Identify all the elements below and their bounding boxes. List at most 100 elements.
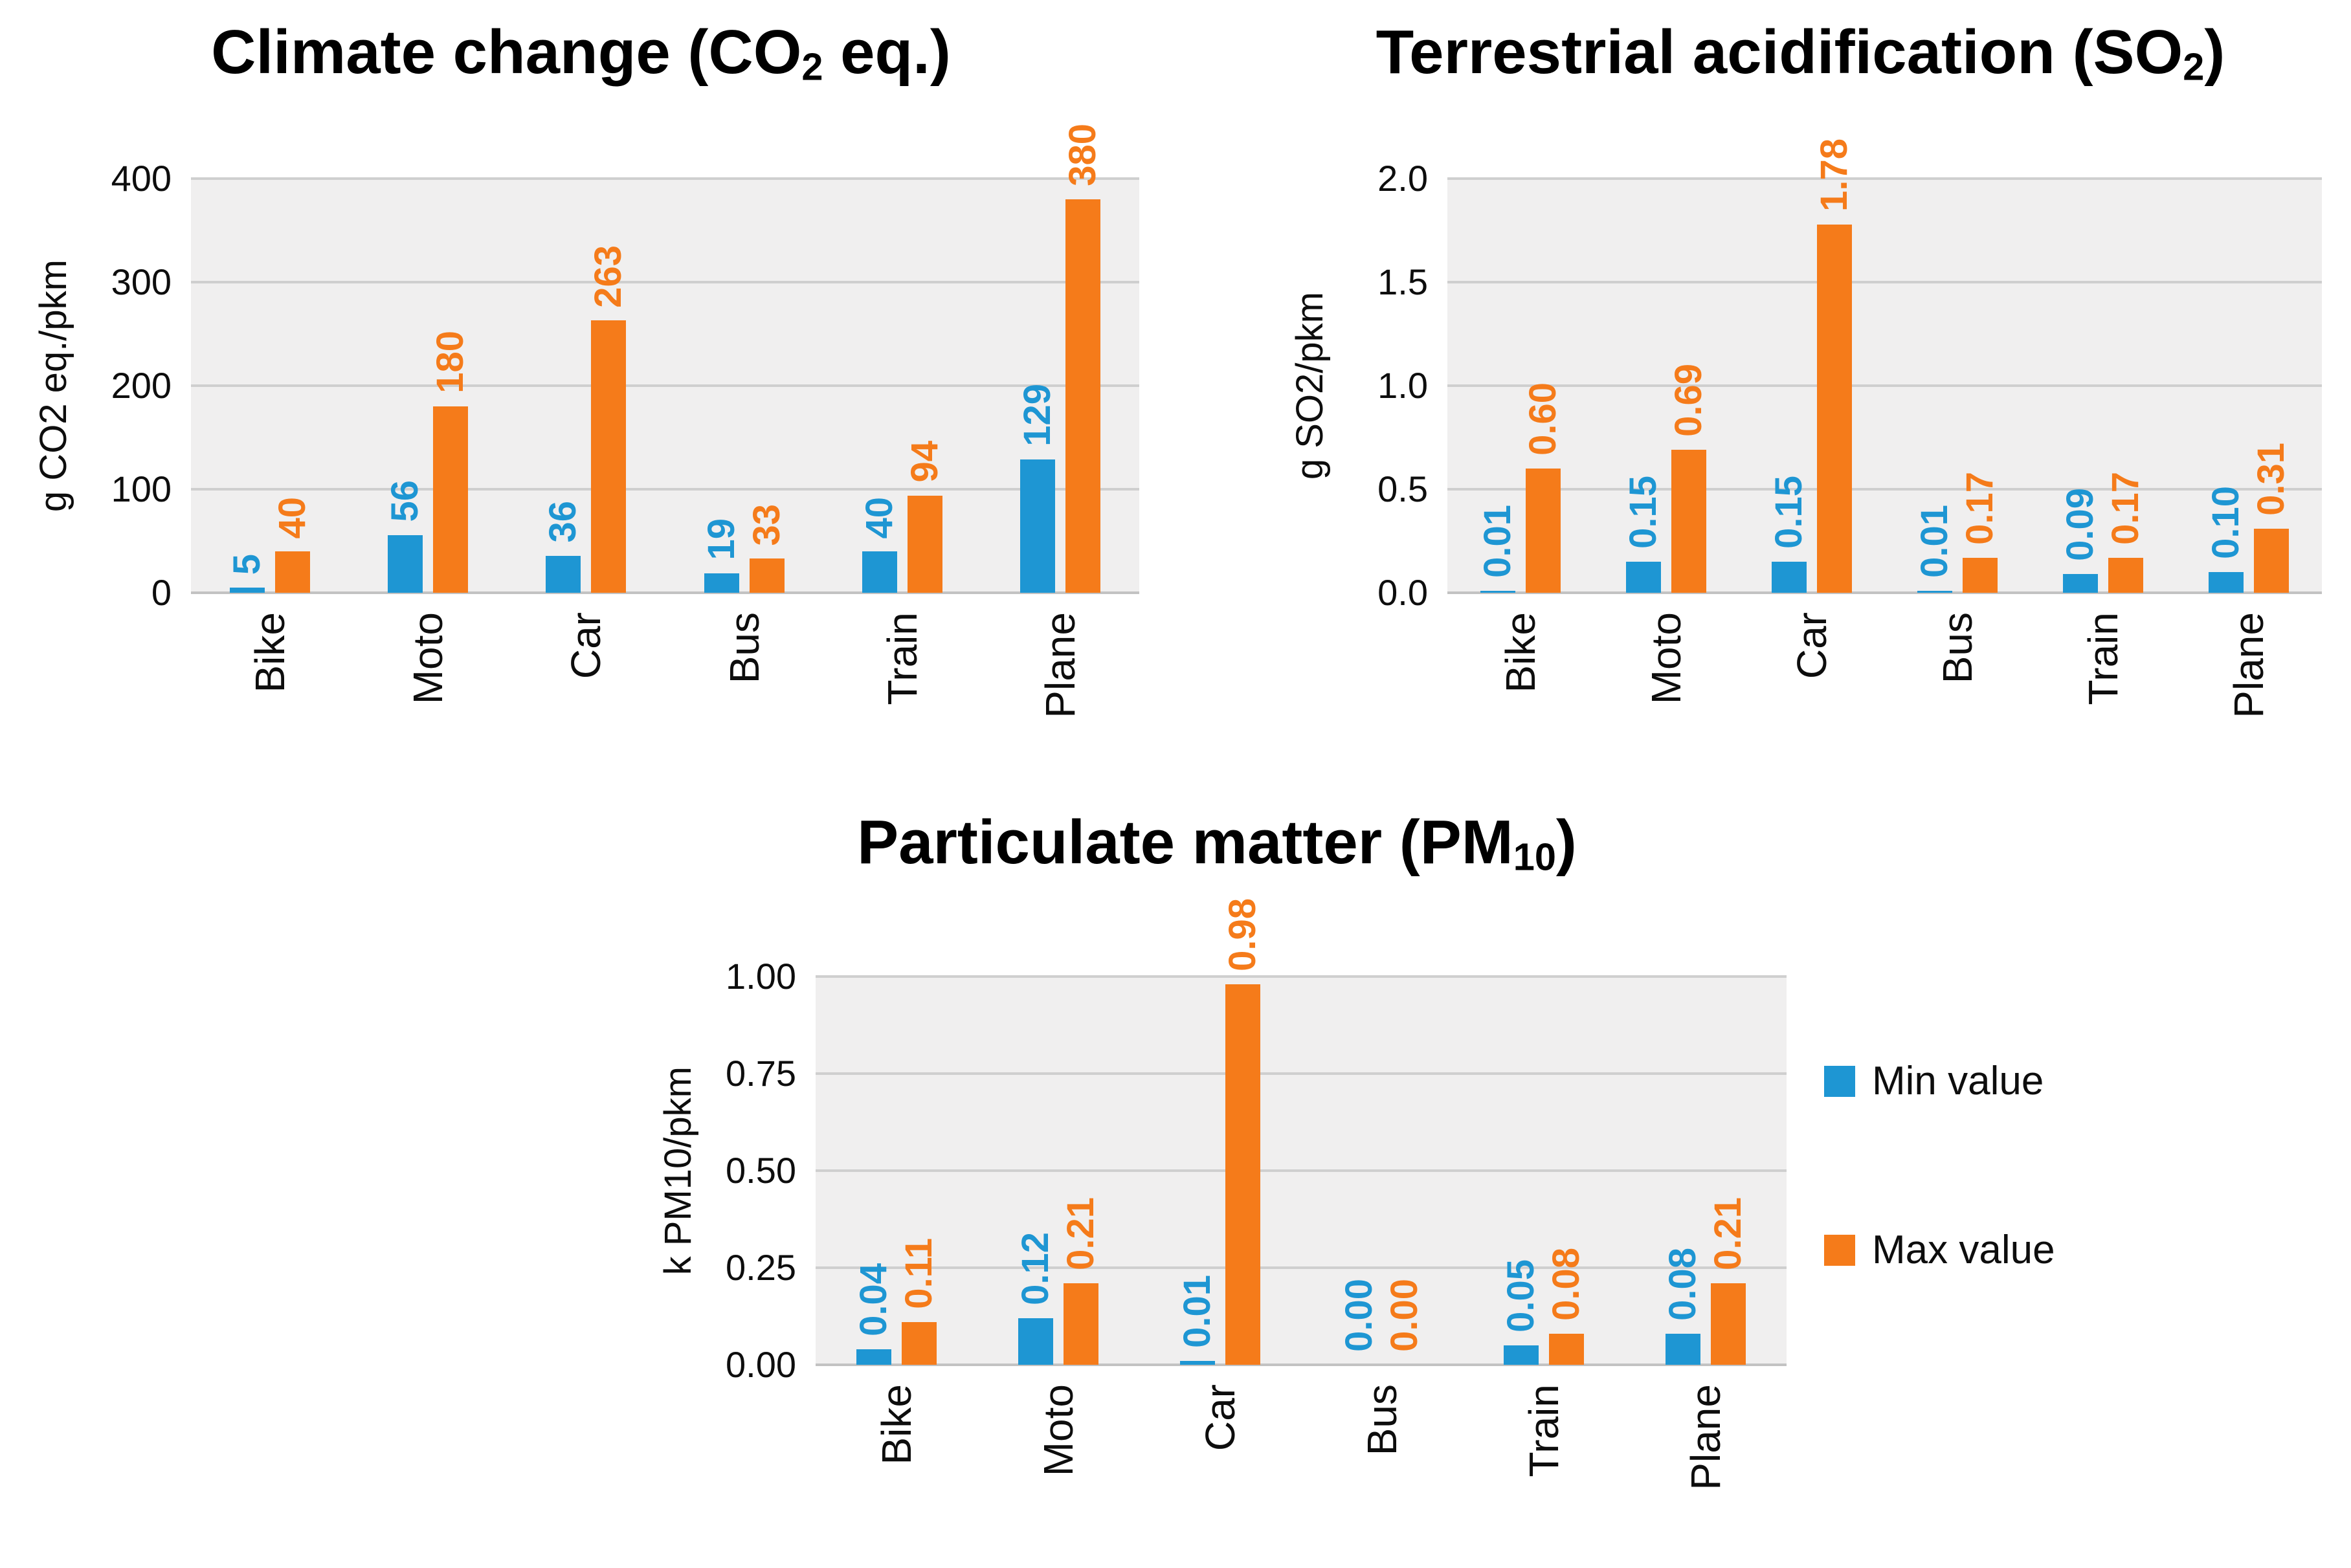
legend-item-max: Max value (1824, 1227, 2351, 1273)
bar-slot: 0.60 (1521, 179, 1564, 593)
y-tick-label: 1.00 (726, 956, 796, 997)
bar-min-moto (388, 535, 423, 593)
climate-chart-cell: Climate change (CO2 eq.) g CO2 eq./pkm 0… (0, 18, 1139, 799)
bar-slot: 0.00 (1383, 977, 1425, 1365)
bar-max-bike (902, 1322, 937, 1365)
bar-min-plane (1020, 459, 1055, 593)
bar-label-max-train: 0.17 (2104, 471, 2147, 545)
bar-min-bus (704, 573, 739, 593)
bar-min-train (2063, 574, 2099, 593)
bar-slot: 0.98 (1221, 898, 1264, 1365)
y-axis-title: g CO2 eq./pkm (32, 259, 74, 513)
bar-label-min-bus: 0.00 (1338, 1279, 1380, 1353)
bottom-row: Particulate matter (PM10) k PM10/pkm 0.0… (0, 799, 2351, 1549)
bar-slot: 129 (1016, 179, 1058, 593)
bar-slot: 0.21 (1060, 977, 1102, 1365)
y-tick-label: 0.50 (726, 1150, 796, 1191)
x-axis-labels-row: Bike Moto Car Bus Train Plane (1279, 593, 2322, 777)
bar-min-train (1504, 1345, 1539, 1365)
x-category-label-moto: Moto (405, 612, 452, 705)
category-group-bike: 0.01 0.60 (1447, 179, 1593, 593)
bar-label-max-bus: 0.17 (1959, 471, 2001, 545)
x-category-label-car: Car (563, 612, 610, 679)
x-category-cell: Car (1739, 593, 1884, 777)
bar-min-car (1771, 562, 1807, 593)
bar-min-moto (1018, 1318, 1053, 1365)
legend-cell: Min value Max value (1787, 799, 2351, 1549)
chart-particulate-matter: Particulate matter (PM10) k PM10/pkm 0.0… (647, 808, 1787, 1549)
bar-max-bike (1525, 469, 1561, 593)
bar-groups: 5 40 56 180 36 263 19 33 40 94 129 380 (191, 124, 1139, 593)
bar-label-max-bike: 0.60 (1521, 382, 1564, 456)
x-category-label-bus: Bus (1359, 1384, 1405, 1456)
chart-legend: Min value Max value (1824, 1058, 2351, 1273)
bar-slot: 263 (587, 179, 629, 593)
bar-label-min-car: 36 (542, 501, 585, 543)
bar-slot: 5 (226, 179, 268, 593)
x-category-cell: Plane (981, 593, 1139, 777)
bar-label-max-train: 94 (903, 441, 946, 483)
bar-groups: 0.04 0.11 0.12 0.21 0.01 0.98 0.00 0.00 0.05 0.08… (816, 898, 1787, 1365)
category-group-plane: 0.08 0.21 (1625, 977, 1787, 1365)
bar-label-min-car: 0.15 (1767, 476, 1810, 549)
bar-slot: 0.31 (2250, 179, 2292, 593)
bar-label-min-moto: 56 (384, 480, 427, 522)
y-tick-label: 100 (111, 469, 172, 510)
bar-min-plane (1666, 1334, 1700, 1365)
bar-slot: 40 (858, 179, 900, 593)
x-category-cell: Train (823, 593, 981, 777)
category-group-bus: 0.01 0.17 (1885, 179, 2031, 593)
x-category-label-train: Train (1521, 1384, 1567, 1477)
x-category-label-plane: Plane (1682, 1384, 1729, 1490)
x-category-cell: Bus (665, 593, 823, 777)
bar-slot: 0.01 (1476, 179, 1519, 593)
category-group-moto: 0.15 0.69 (1593, 179, 1739, 593)
x-category-label-bus: Bus (1934, 612, 1981, 684)
chart-climate-change: Climate change (CO2 eq.) g CO2 eq./pkm 0… (23, 18, 1139, 777)
bar-label-min-plane: 129 (1016, 383, 1058, 447)
chart-title: Climate change (CO2 eq.) (211, 17, 951, 89)
y-axis-title: g SO2/pkm (1288, 292, 1331, 480)
bar-slot: 0.00 (1338, 977, 1380, 1365)
bar-min-car (1180, 1361, 1215, 1365)
bar-min-bike (1480, 590, 1515, 593)
bar-label-min-train: 40 (858, 496, 900, 539)
bar-label-max-car: 0.98 (1221, 898, 1264, 972)
bar-slot: 56 (384, 179, 427, 593)
gridline (1447, 177, 2322, 181)
bar-label-max-bus: 0.00 (1383, 1279, 1425, 1353)
chart-plot-area-wrap: g SO2/pkm 0.0 0.5 1.0 1.5 2.0 0.01 0.60 0.15 0.… (1279, 138, 2322, 611)
bar-max-train (2108, 557, 2144, 593)
category-group-bus: 0.00 0.00 (1301, 977, 1463, 1365)
legend-item-min: Min value (1824, 1058, 2351, 1104)
y-tick-label: 2.0 (1377, 158, 1428, 199)
y-tick-label: 400 (111, 158, 172, 199)
bar-slot: 94 (903, 179, 946, 593)
x-category-cell: Bus (1885, 593, 2031, 777)
bar-max-moto (1064, 1283, 1098, 1365)
legend-label-max: Max value (1872, 1228, 2055, 1272)
bar-slot: 0.08 (1545, 977, 1587, 1365)
bar-slot: 0.15 (1622, 179, 1664, 593)
bar-max-car (591, 320, 627, 593)
bar-max-moto (1671, 450, 1706, 593)
category-group-train: 0.05 0.08 (1463, 977, 1625, 1365)
x-category-cell: Plane (1625, 1365, 1787, 1549)
bar-slot: 0.05 (1500, 977, 1542, 1365)
bar-slot: 0.15 (1767, 179, 1810, 593)
x-category-label-bike: Bike (873, 1384, 920, 1465)
y-tick-label: 0.75 (726, 1053, 796, 1094)
plot-area: 0.04 0.11 0.12 0.21 0.01 0.98 0.00 0.00 0.05 0.08… (816, 898, 1787, 1367)
bar-slot: 0.04 (852, 977, 895, 1365)
chart-plot-area-wrap: k PM10/pkm 0.00 0.25 0.50 0.75 1.00 0.04 0.11… (647, 898, 1787, 1383)
category-group-train: 0.09 0.17 (2031, 179, 2176, 593)
x-category-cell: Moto (977, 1365, 1139, 1549)
plot-area: 0.01 0.60 0.15 0.69 0.15 1.78 0.01 0.17 0.09 0.17… (1447, 138, 2322, 595)
bar-min-moto (1625, 562, 1661, 593)
x-category-label-car: Car (1788, 612, 1835, 679)
chart-title: Terrestrial acidification (SO2) (1376, 17, 2225, 89)
x-category-label-train: Train (878, 612, 926, 705)
y-tick-label: 0.25 (726, 1247, 796, 1288)
x-axis-labels-row: Bike Moto Car Bus Train Plane (23, 593, 1139, 777)
gridline (1447, 384, 2322, 388)
